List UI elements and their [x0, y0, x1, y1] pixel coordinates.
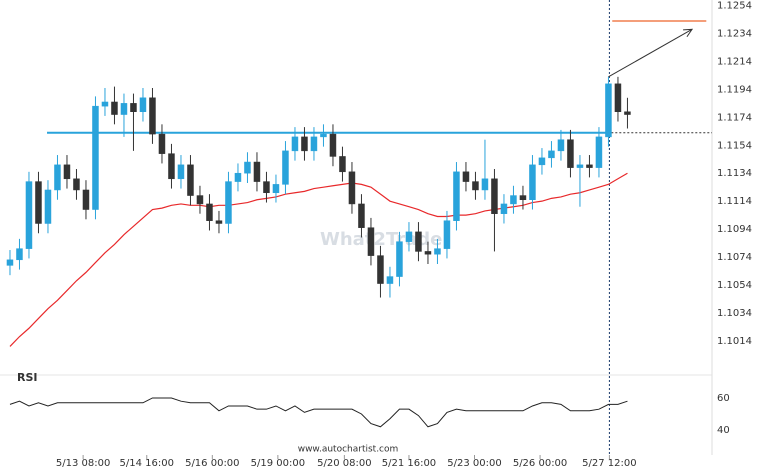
candle-body: [472, 181, 479, 191]
candle-body: [595, 136, 603, 168]
x-tick-label: 5/21 16:00: [382, 458, 436, 469]
y-tick-label: 1.1154: [717, 140, 752, 151]
candle-body: [244, 161, 251, 174]
candle-body: [481, 178, 489, 191]
candle-body: [415, 231, 422, 252]
candle-body: [329, 133, 337, 157]
moving-average: [9, 172, 628, 347]
candle-body: [624, 111, 631, 115]
y-tick-label: 1.1134: [717, 168, 752, 179]
candle-body: [82, 189, 90, 210]
candle-body: [16, 248, 23, 261]
candle-body: [424, 251, 432, 255]
candle-body: [139, 97, 147, 112]
candle-body: [367, 227, 375, 256]
x-tick-label: 5/26 00:00: [513, 458, 567, 469]
candle-body: [320, 133, 327, 138]
candle-body: [538, 157, 546, 166]
candle-body: [453, 171, 460, 221]
rsi-line: [9, 397, 628, 428]
x-tick-label: 5/27 12:00: [582, 458, 636, 469]
y-tick-label: 1.1114: [717, 196, 752, 207]
candle-body: [358, 203, 365, 228]
arrow-head: [683, 28, 694, 38]
candle-body: [386, 276, 394, 284]
candle-body: [462, 171, 470, 182]
candle-body: [234, 172, 242, 182]
candle-body: [225, 181, 232, 224]
candle-body: [567, 139, 574, 168]
candle-body: [263, 181, 270, 194]
candle-body: [25, 181, 33, 249]
candle-body: [196, 195, 204, 205]
candle-body: [73, 178, 80, 191]
y-tick-label: 1.1054: [717, 280, 752, 291]
y-tick-label: 1.1074: [717, 252, 752, 263]
candle-body: [500, 203, 508, 214]
candle-body: [310, 136, 318, 152]
candle-body: [557, 139, 565, 152]
y-tick-label: 1.1234: [717, 29, 752, 40]
candle-body: [253, 161, 261, 182]
candle-body: [348, 171, 356, 205]
y-tick-label: 1.1194: [717, 84, 752, 95]
candle-body: [130, 103, 137, 112]
candle-body: [206, 203, 213, 221]
candle-body: [215, 220, 223, 224]
candle-body: [510, 195, 517, 205]
candle-body: [291, 136, 299, 152]
candle-body: [63, 164, 71, 180]
x-tick-label: 5/14 16:00: [120, 458, 174, 469]
candle-body: [301, 136, 308, 152]
candle-body: [101, 101, 109, 107]
candle-body: [111, 101, 118, 115]
rsi-tick-label: 40: [717, 425, 730, 436]
candle-body: [605, 83, 612, 138]
candle-body: [396, 241, 403, 277]
source: www.autochartist.com: [298, 445, 399, 455]
x-tick-label: 5/16 00:00: [185, 458, 239, 469]
candle-body: [168, 153, 175, 180]
y-tick-label: 1.1214: [717, 56, 752, 67]
forecast-arrow: [608, 28, 693, 78]
candle-body: [443, 220, 451, 249]
candle-body: [529, 164, 536, 200]
candle-body: [377, 255, 384, 284]
candle-body: [548, 150, 555, 159]
y-tick-label: 1.1174: [717, 112, 752, 123]
x-tick-label: 5/20 08:00: [317, 458, 371, 469]
candle-body: [434, 248, 441, 255]
candle-body: [120, 103, 128, 115]
candle-body: [614, 83, 622, 112]
candle-body: [282, 150, 289, 185]
y-tick-label: 1.1254: [717, 1, 752, 12]
candle-body: [158, 133, 166, 154]
candle-body: [177, 164, 185, 180]
candle-body: [405, 231, 413, 242]
candle-body: [54, 164, 61, 191]
y-tick-label: 1.1014: [717, 336, 752, 347]
candle-body: [92, 105, 99, 210]
candle-body: [519, 195, 527, 200]
candle-body: [187, 164, 194, 196]
candle-body: [35, 181, 42, 224]
rsi-tick-label: 60: [717, 393, 730, 404]
watermark: What2Trade: [320, 229, 442, 250]
candle-body: [339, 156, 346, 173]
x-tick-label: 5/13 08:00: [56, 458, 110, 469]
candle-body: [491, 178, 498, 214]
candle-body: [6, 259, 14, 266]
candle-body: [576, 164, 584, 168]
x-tick-label: 5/19 00:00: [251, 458, 305, 469]
x-tick-label: 5/23 00:00: [447, 458, 501, 469]
y-tick-label: 1.1034: [717, 308, 752, 319]
y-tick-label: 1.1094: [717, 224, 752, 235]
candle-body: [272, 184, 280, 194]
candle-body: [586, 164, 593, 168]
rsi-title: RSI: [17, 371, 38, 384]
candle-body: [149, 97, 156, 135]
candle-body: [44, 189, 52, 224]
